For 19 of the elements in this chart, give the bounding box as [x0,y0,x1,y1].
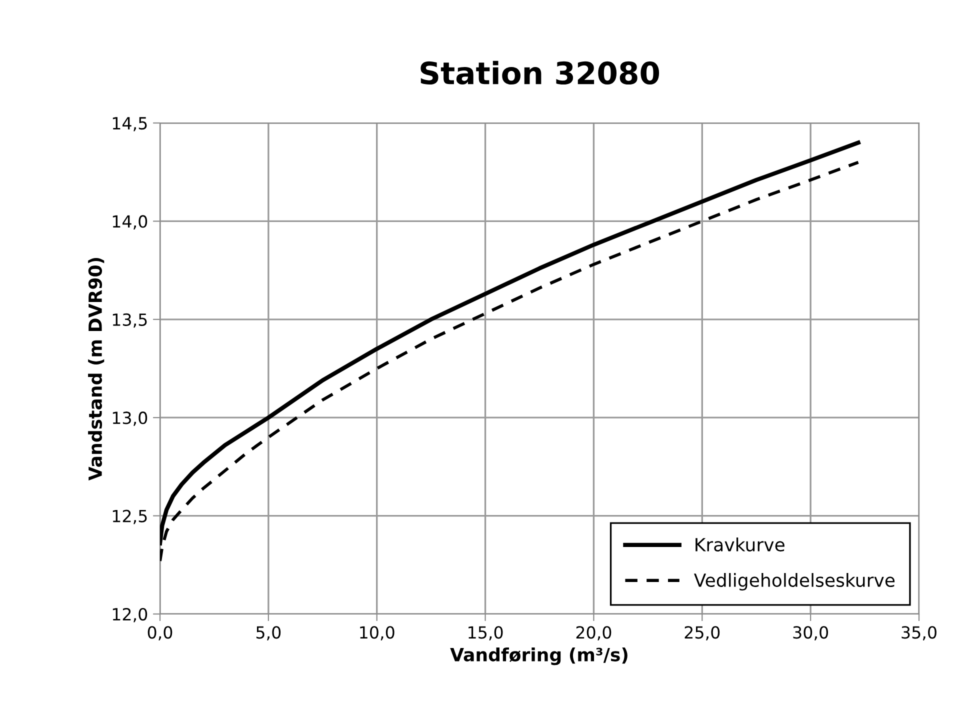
legend-label: Vedligeholdelseskurve [694,573,895,591]
x-tick-label: 0,0 [148,626,172,640]
x-tick-label: 5,0 [256,626,281,640]
x-axis-title: Vandføring (m³/s) [450,647,628,666]
chart-title: Station 32080 [420,60,660,85]
x-tick-label: 15,0 [468,626,503,640]
x-tick-label: 20,0 [576,626,612,640]
y-tick-label: 13,0 [112,412,148,426]
y-tick-label: 12,0 [112,608,148,622]
x-tick-label: 35,0 [902,626,936,640]
x-tick-label: 25,0 [684,626,720,640]
legend-label: Kravkurve [696,538,784,552]
y-axis-title: Vandstand (m DVR90) [88,258,104,480]
y-tick-label: 13,5 [112,313,147,328]
x-tick-label: 30,0 [793,626,828,640]
x-tick-label: 10,0 [360,626,394,640]
y-tick-label: 14,0 [112,215,148,230]
y-tick-label: 12,5 [112,510,147,524]
y-tick-label: 14,5 [112,117,147,132]
